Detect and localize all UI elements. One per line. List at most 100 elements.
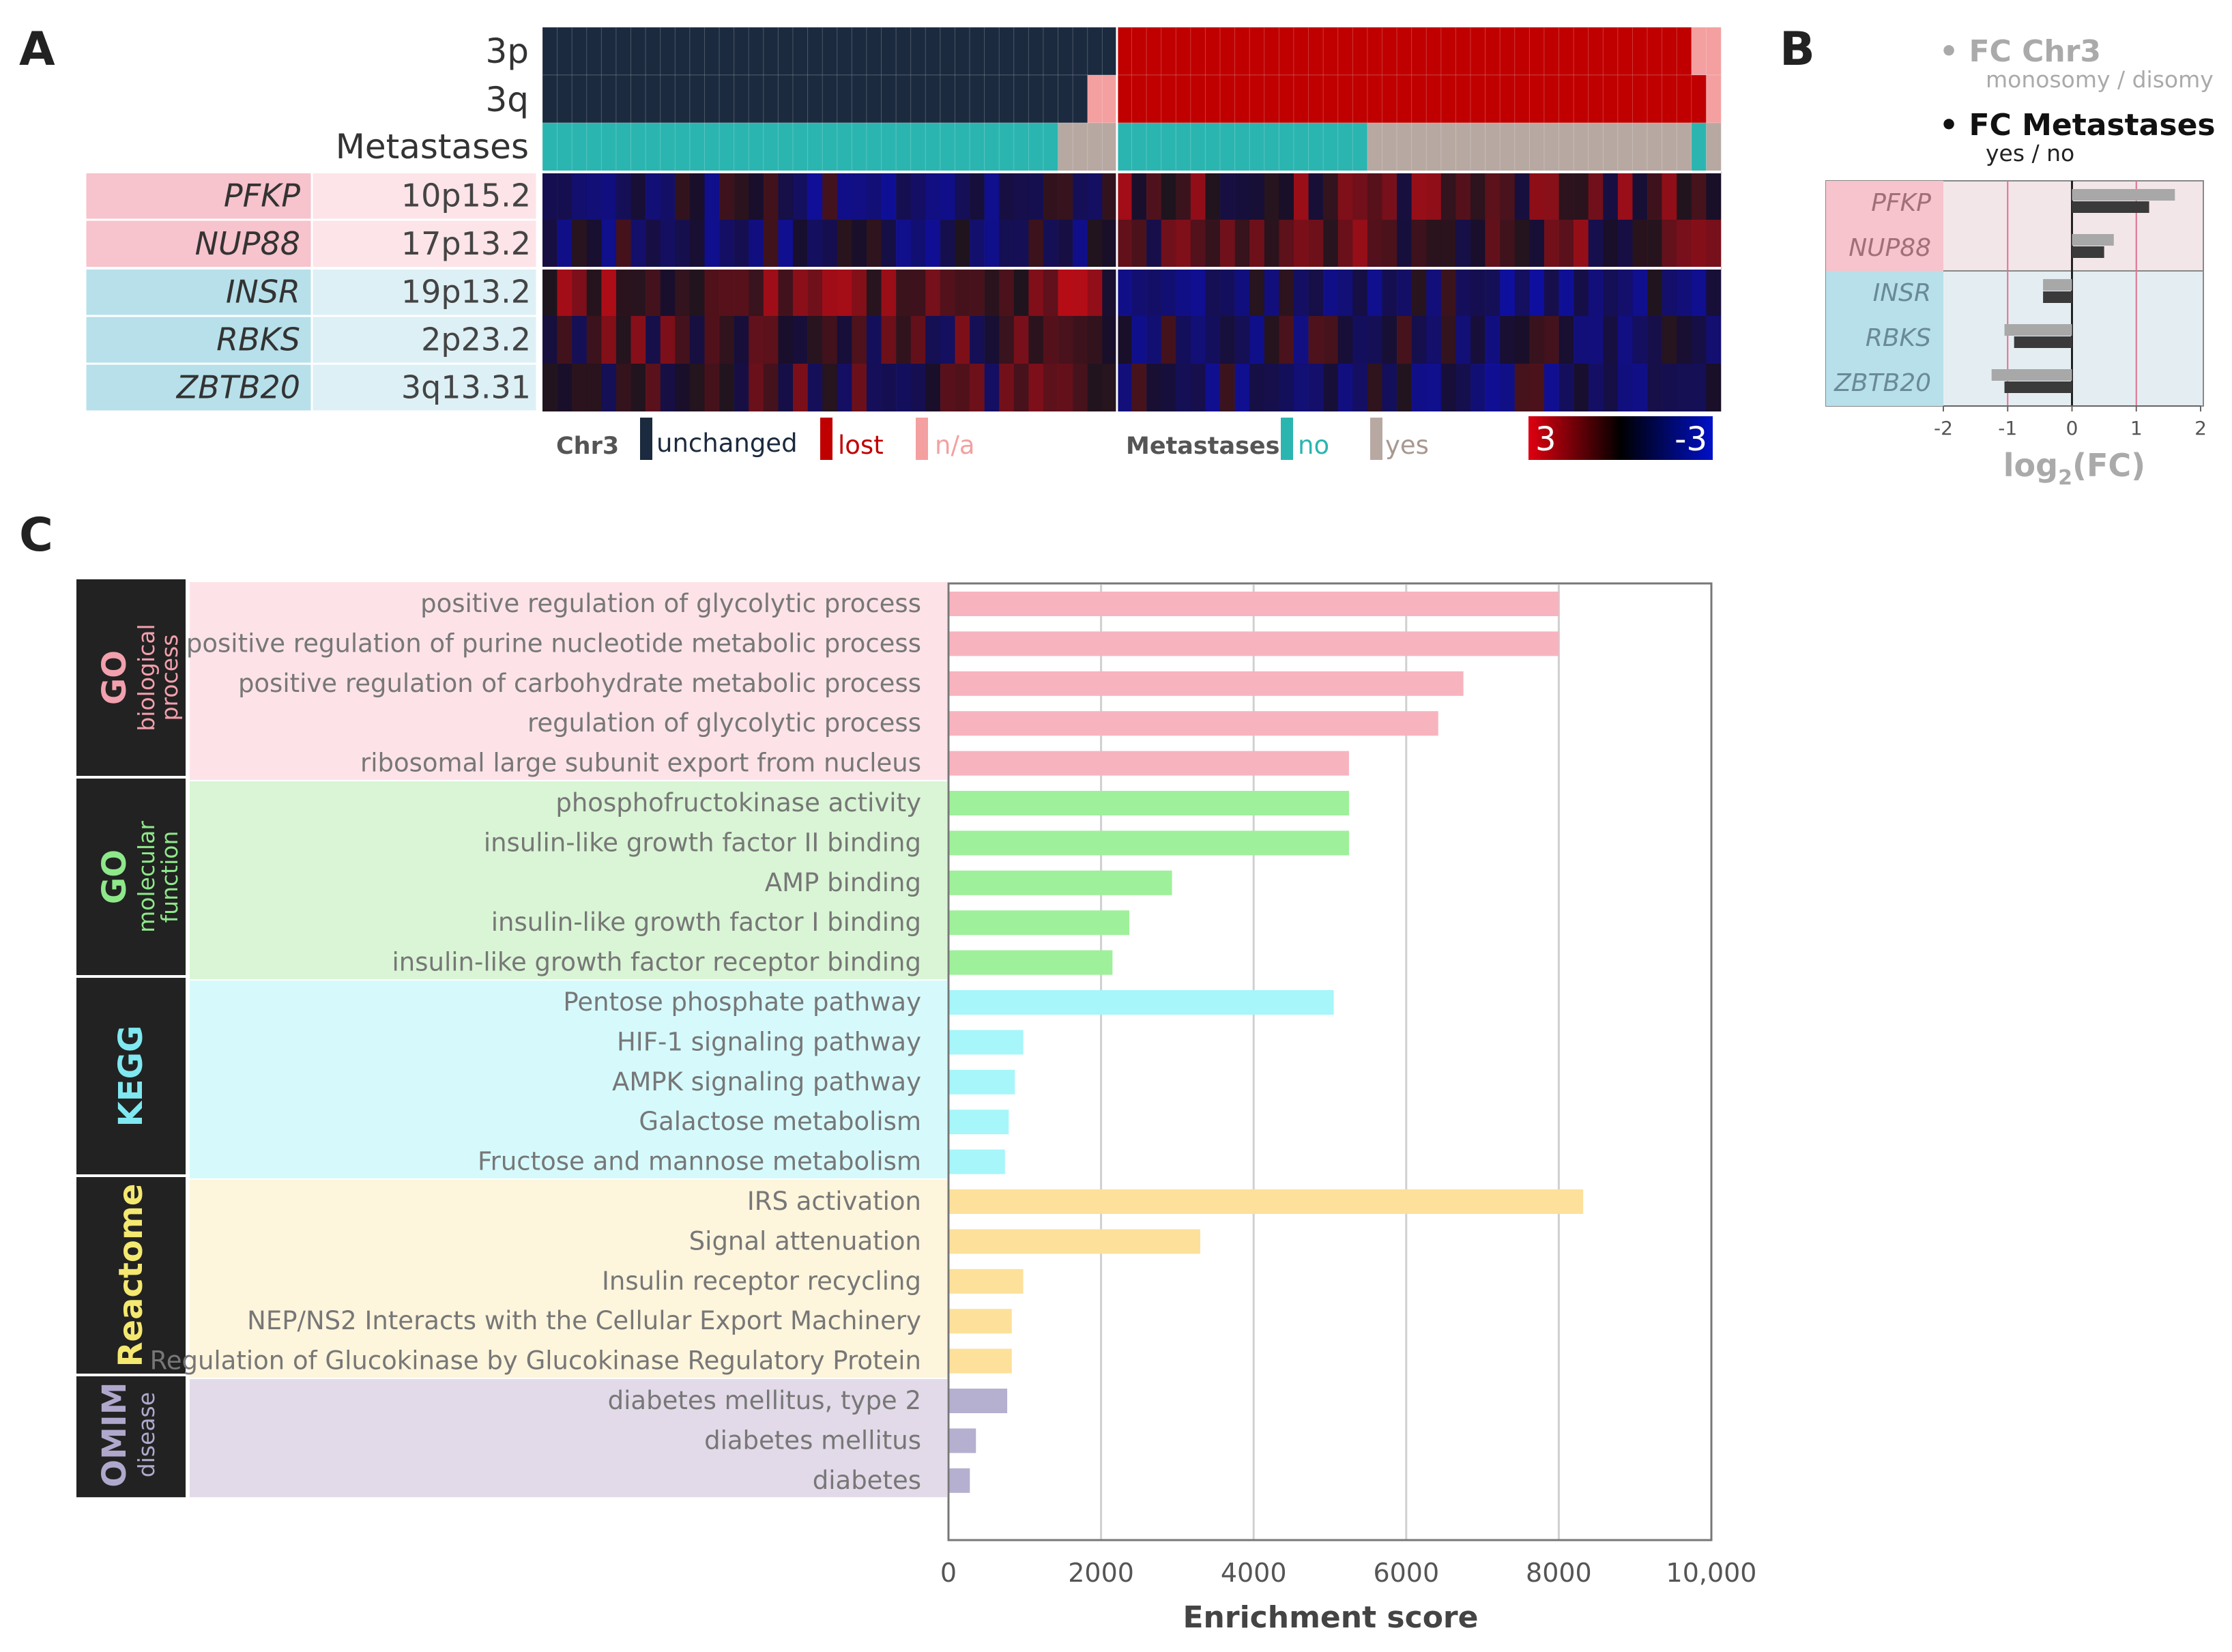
heatmap-expression-cell — [1426, 316, 1442, 364]
heatmap-annotation-cell — [1234, 27, 1250, 76]
heatmap-expression-cell — [1574, 316, 1589, 364]
enrichment-term-label: HIF-1 signaling pathway — [617, 1027, 921, 1056]
heatmap-expression-cell — [1205, 268, 1221, 316]
heatmap-expression-cell — [1588, 316, 1604, 364]
heatmap-expression-cell — [572, 268, 588, 316]
heatmap-expression-cell — [646, 364, 661, 411]
heatmap-expression-cell — [1500, 316, 1516, 364]
heatmap-expression-cell — [1323, 364, 1339, 411]
heatmap-annotation-cell — [1146, 27, 1162, 76]
heatmap-expression-cell — [1470, 316, 1485, 364]
heatmap-annotation-cell — [1146, 74, 1162, 124]
heatmap-expression-cell — [925, 268, 941, 316]
heatmap-expression-cell — [970, 364, 985, 411]
heatmap-expression-cell — [1647, 364, 1662, 411]
heatmap-annotation-cell — [1514, 27, 1531, 76]
heatmap-expression-cell — [586, 316, 602, 364]
heatmap-expression-cell — [1279, 220, 1294, 268]
heatmap-expression-cell — [970, 220, 985, 268]
heatmap-expression-cell — [1308, 268, 1324, 316]
heatmap-annotation-cell — [1249, 74, 1265, 124]
heatmap-annotation-cell — [1337, 27, 1354, 76]
enrichment-tick-label: 8000 — [1526, 1558, 1592, 1588]
heatmap-expression-cell — [896, 268, 911, 316]
heatmap-expression-cell — [1426, 364, 1442, 411]
heatmap-annotation-cell — [1632, 27, 1648, 76]
heatmap-expression-cell — [1617, 220, 1633, 268]
heatmap-expression-cell — [1146, 172, 1161, 220]
heatmap-annotation-cell — [1588, 122, 1604, 173]
legend-unchanged-swatch — [640, 418, 652, 460]
heatmap-expression-cell — [1028, 316, 1044, 364]
heatmap-expression-cell — [749, 220, 764, 268]
heatmap-expression-cell — [1161, 316, 1176, 364]
heatmap-expression-cell — [1220, 268, 1235, 316]
heatmap-expression-cell — [1470, 364, 1485, 411]
heatmap-expression-cell — [1529, 172, 1545, 220]
legend-lost: lost — [838, 431, 884, 460]
heatmap-expression-cell — [1190, 316, 1206, 364]
heatmap-annotation-cell — [851, 122, 867, 173]
heatmap-annotation-cell — [1278, 122, 1294, 173]
enrichment-bar — [949, 751, 1349, 776]
heatmap-expression-cell — [955, 220, 970, 268]
heatmap-annotation-cell — [1204, 27, 1221, 76]
heatmap-annotation-cell — [1131, 74, 1147, 124]
heatmap-expression-cell — [1603, 220, 1619, 268]
heatmap-annotation-cell — [1691, 74, 1707, 124]
heatmap-expression-cell — [1013, 316, 1029, 364]
heatmap-expression-cell — [1677, 220, 1692, 268]
heatmap-expression-cell — [925, 220, 941, 268]
heatmap-annotation-cell — [1322, 74, 1339, 124]
heatmap-expression-cell — [1293, 316, 1309, 364]
heatmap-expression-cell — [719, 268, 734, 316]
heatmap-annotation-cell — [542, 74, 558, 124]
heatmap-annotation-cell — [600, 74, 617, 124]
heatmap-expression-cell — [631, 316, 646, 364]
heatmap-annotation-cell — [1058, 27, 1073, 76]
heatmap-expression-cell — [1176, 220, 1191, 268]
heatmap-annotation-cell — [645, 122, 661, 173]
heatmap-expression-cell — [572, 364, 588, 411]
heatmap-annotation-cell — [1175, 122, 1191, 173]
heatmap-expression-cell — [999, 268, 1015, 316]
heatmap-expression-cell — [1485, 220, 1501, 268]
heatmap-annotation-cell — [763, 74, 779, 124]
panel-b-gene-cell — [1826, 226, 1943, 271]
heatmap-annotation-cell — [1190, 74, 1206, 124]
heatmap-annotation-cell — [1028, 122, 1044, 173]
heatmap-annotation-cell — [1028, 27, 1044, 76]
heatmap-expression-cell — [763, 364, 779, 411]
heatmap-expression-cell — [660, 172, 676, 220]
heatmap-annotation-cell — [822, 27, 838, 76]
enrichment-term-label: NEP/NS2 Interacts with the Cellular Expo… — [247, 1306, 921, 1335]
heatmap-annotation-cell — [910, 74, 927, 124]
heatmap-expression-cell — [689, 364, 705, 411]
heatmap-expression-cell — [660, 268, 676, 316]
heatmap-expression-cell — [1367, 316, 1382, 364]
heatmap-annotation-cell — [1559, 122, 1574, 173]
heatmap-expression-cell — [1455, 172, 1471, 220]
heatmap-annotation-cell — [1161, 74, 1177, 124]
heatmap-expression-cell — [1013, 268, 1029, 316]
heatmap-annotation-cell — [1087, 74, 1103, 124]
heatmap-annotation-cell — [571, 122, 588, 173]
category-sublabel: disease — [133, 1392, 160, 1477]
heatmap-annotation-cell — [1013, 27, 1030, 76]
heatmap-annotation-cell — [1101, 74, 1118, 124]
heatmap-expression-cell — [1691, 316, 1707, 364]
heatmap-annotation-cell — [586, 122, 603, 173]
category-label-group: Reactome — [112, 1184, 150, 1367]
heatmap-expression-cell — [1632, 316, 1648, 364]
heatmap-expression-cell — [763, 268, 779, 316]
heatmap-expression-cell — [910, 172, 926, 220]
heatmap-annotation-cell — [895, 122, 912, 173]
heatmap-annotation-cell — [615, 122, 632, 173]
heatmap-expression-cell — [1455, 268, 1471, 316]
heatmap-annotation-cell — [792, 27, 809, 76]
heatmap-expression-cell — [660, 316, 676, 364]
heatmap-expression-cell — [984, 364, 1000, 411]
gene-name-cell — [84, 171, 313, 221]
heatmap-annotation-cell — [1396, 27, 1412, 76]
heatmap-expression-cell — [910, 268, 926, 316]
